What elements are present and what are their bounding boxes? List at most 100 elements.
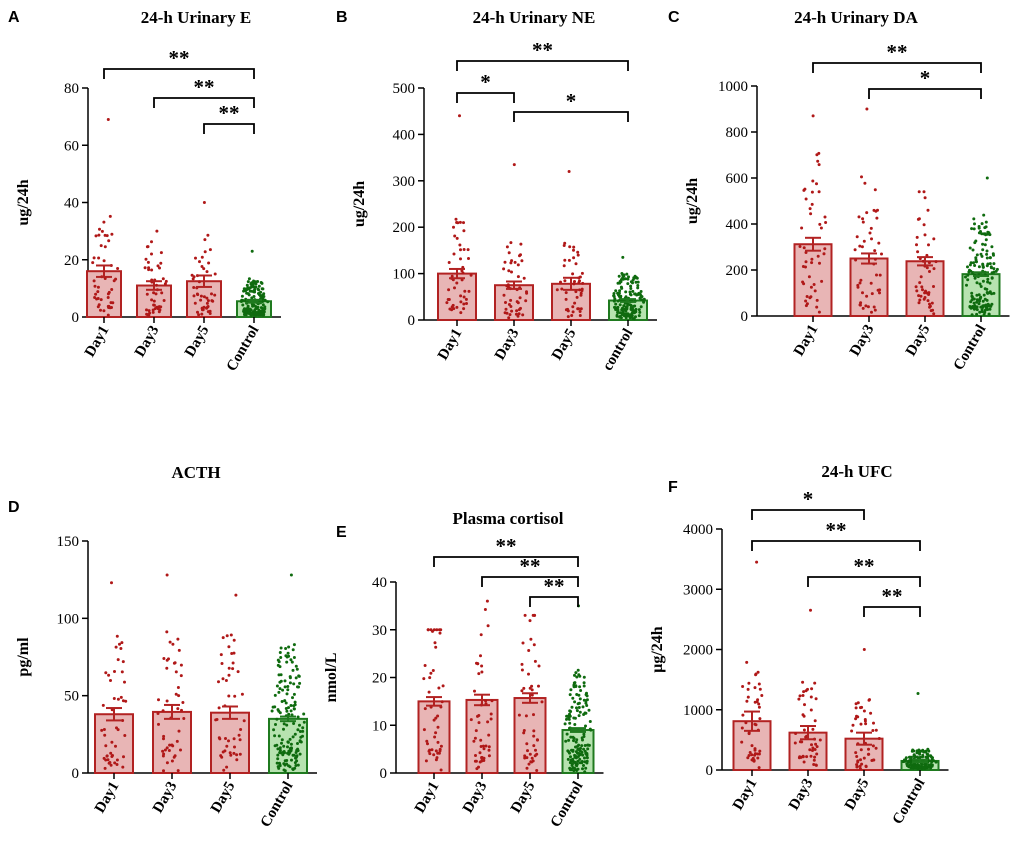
significance-label: ** xyxy=(826,518,847,542)
data-point xyxy=(573,766,576,770)
data-point xyxy=(983,226,987,230)
data-point xyxy=(572,256,576,260)
data-point xyxy=(968,246,972,250)
data-point xyxy=(240,692,244,696)
significance-bracket: ** xyxy=(807,554,921,587)
data-point xyxy=(582,713,586,716)
data-point xyxy=(292,753,296,757)
y-tick-label: 100 xyxy=(393,267,416,283)
data-point xyxy=(195,292,199,296)
data-point xyxy=(110,708,114,712)
data-point xyxy=(516,275,520,279)
data-point xyxy=(512,163,516,167)
data-point xyxy=(813,681,817,685)
data-point xyxy=(281,753,285,757)
data-point xyxy=(97,233,101,237)
data-point xyxy=(620,272,624,275)
data-point xyxy=(516,314,520,318)
data-point xyxy=(282,722,286,726)
data-point xyxy=(480,759,484,763)
data-point xyxy=(280,741,283,745)
data-point xyxy=(620,286,624,290)
data-point xyxy=(589,728,593,732)
data-point xyxy=(616,281,620,285)
data-point xyxy=(263,305,267,309)
data-point xyxy=(245,283,249,287)
data-point xyxy=(246,304,250,308)
y-tick-label: 20 xyxy=(64,253,79,269)
data-point xyxy=(252,280,255,284)
data-point xyxy=(162,737,165,741)
data-point xyxy=(104,671,108,675)
data-point xyxy=(225,634,229,638)
data-point xyxy=(635,293,639,297)
data-point xyxy=(810,743,813,747)
data-point xyxy=(563,722,567,726)
data-point xyxy=(872,305,876,309)
data-point xyxy=(508,313,512,317)
data-point xyxy=(858,303,862,307)
data-point xyxy=(461,271,465,275)
data-point xyxy=(914,285,918,289)
data-point xyxy=(568,693,572,697)
data-point xyxy=(165,746,169,750)
data-point xyxy=(855,235,859,239)
category-label: Day1 xyxy=(791,322,822,359)
data-point xyxy=(987,291,991,295)
data-point xyxy=(107,290,111,294)
bar-day1 xyxy=(437,272,477,322)
data-point xyxy=(818,261,821,265)
data-point xyxy=(422,677,426,681)
data-point xyxy=(533,613,537,617)
data-point xyxy=(150,298,154,302)
y-tick-label: 0 xyxy=(741,309,749,325)
data-point xyxy=(584,752,588,756)
data-point xyxy=(93,296,97,299)
data-point xyxy=(283,751,286,755)
data-point xyxy=(294,676,298,680)
data-point xyxy=(873,188,877,192)
data-point xyxy=(812,763,816,766)
data-point xyxy=(180,708,183,712)
data-point xyxy=(168,743,172,747)
data-point xyxy=(747,681,751,685)
data-point xyxy=(296,742,299,745)
data-point xyxy=(110,581,113,585)
data-point xyxy=(276,765,280,769)
data-point xyxy=(576,250,580,254)
y-tick-label: 500 xyxy=(393,81,416,97)
data-point xyxy=(109,751,113,755)
data-point xyxy=(439,744,443,748)
data-point xyxy=(586,743,590,747)
data-point xyxy=(575,295,579,299)
data-point xyxy=(167,749,171,752)
data-point xyxy=(225,765,229,769)
data-point xyxy=(120,641,124,645)
data-point xyxy=(530,688,534,692)
data-point xyxy=(97,256,101,260)
data-point xyxy=(929,759,933,763)
data-point xyxy=(869,226,873,230)
data-point xyxy=(628,313,632,317)
significance-bracket: ** xyxy=(153,75,255,108)
data-point xyxy=(582,732,586,736)
panel-f: F 24-h UFC μg/24h 0 1000 2000 3000 4000 Day1 Day3… xyxy=(649,462,949,827)
data-point xyxy=(96,297,100,300)
data-point xyxy=(152,291,156,295)
data-point xyxy=(861,291,864,295)
data-point xyxy=(756,698,760,702)
data-point xyxy=(177,648,181,652)
data-point xyxy=(160,291,164,295)
y-tick-label: 0 xyxy=(706,763,714,779)
data-point xyxy=(866,305,870,309)
data-point xyxy=(475,767,479,771)
data-point xyxy=(634,276,638,279)
data-point xyxy=(972,305,976,309)
data-point xyxy=(436,751,440,755)
data-point xyxy=(864,722,868,726)
data-point xyxy=(793,741,797,745)
significance-label: * xyxy=(480,70,491,94)
data-point xyxy=(231,667,235,671)
data-point xyxy=(286,685,290,688)
data-point xyxy=(983,243,987,247)
